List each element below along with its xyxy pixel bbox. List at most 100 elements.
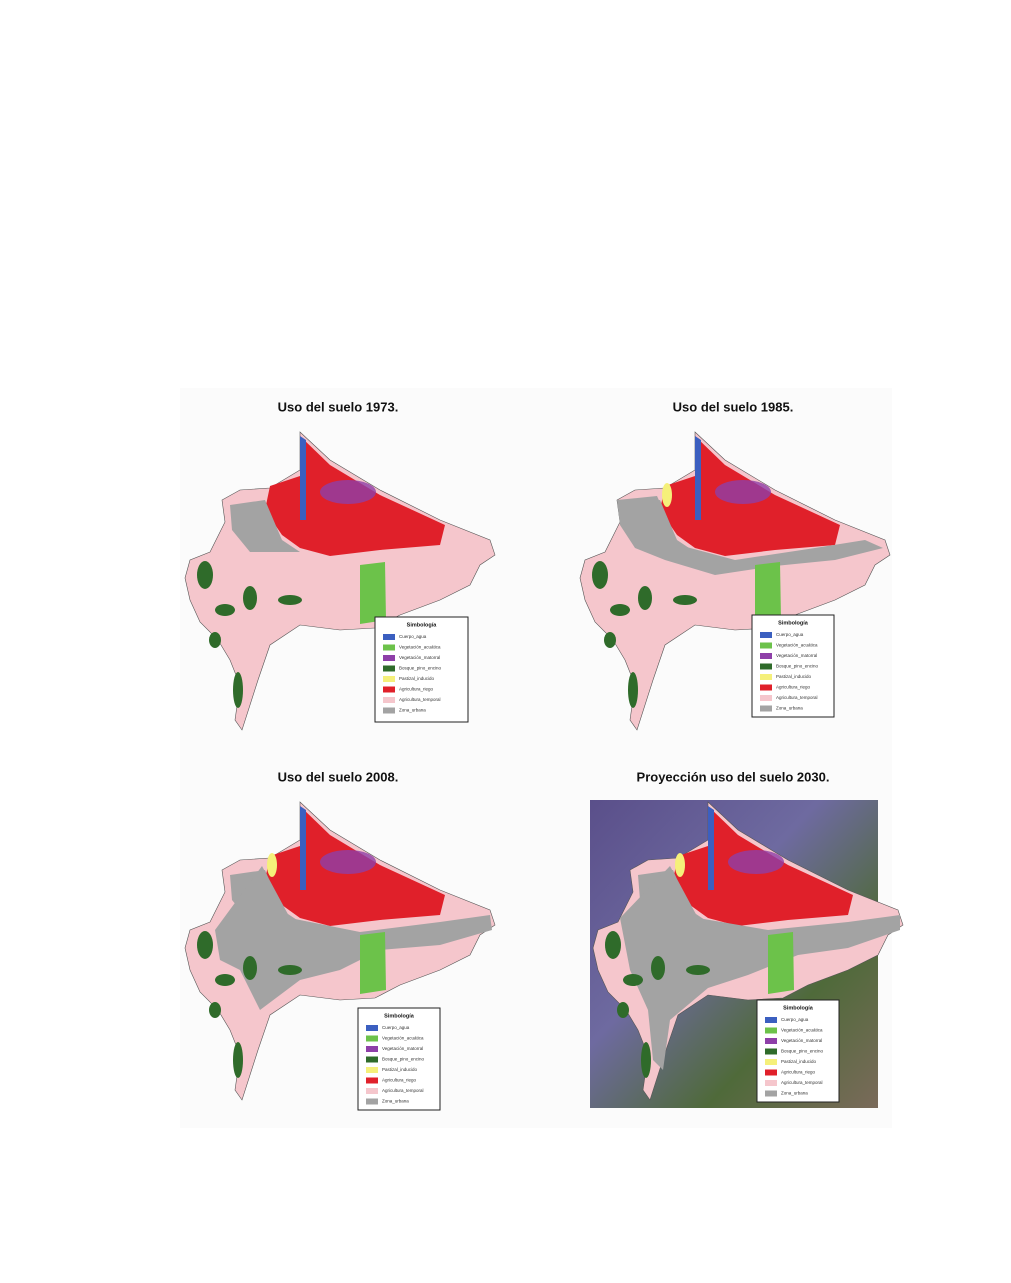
water-body <box>695 436 701 520</box>
legend-swatch <box>366 1046 378 1052</box>
pine-oak-forest <box>209 1002 221 1018</box>
legend-label: Cuerpo_agua <box>382 1025 410 1030</box>
aquatic-vegetation <box>360 932 386 994</box>
pine-oak-forest <box>215 604 235 616</box>
legend-label: Vegetación_matorral <box>382 1046 423 1051</box>
scrubland <box>320 850 376 874</box>
pine-oak-forest <box>651 956 665 980</box>
legend-swatch <box>383 676 395 682</box>
legend-label: Agricultura_riego <box>776 685 811 690</box>
aquatic-vegetation <box>755 562 781 624</box>
pine-oak-forest <box>605 931 621 959</box>
land-use-map <box>184 801 496 1101</box>
panel-title: Proyección uso del suelo 2030. <box>637 769 830 784</box>
legend-label: Agricultura_temporal <box>776 695 818 700</box>
legend-label: Bosque_pino_encino <box>382 1057 425 1062</box>
aquatic-vegetation <box>768 932 794 994</box>
pine-oak-forest <box>233 672 243 708</box>
legend-label: Bosque_pino_encino <box>776 664 819 669</box>
pine-oak-forest <box>215 974 235 986</box>
legend-swatch <box>765 1090 777 1097</box>
pine-oak-forest <box>243 956 257 980</box>
water-body <box>300 806 306 890</box>
legend-swatch <box>366 1098 378 1105</box>
legend-label: Pastizal_inducido <box>776 674 812 679</box>
legend-swatch <box>765 1069 777 1076</box>
aquatic-vegetation <box>360 562 386 624</box>
land-use-map <box>592 801 904 1101</box>
legend-label: Vegetación_acuática <box>781 1028 823 1033</box>
legend-label: Agricultura_temporal <box>382 1088 424 1093</box>
legend-label: Agricultura_riego <box>781 1070 816 1075</box>
legend-swatch <box>366 1025 378 1031</box>
legend-label: Zona_urbana <box>399 708 426 713</box>
land-use-map <box>184 431 496 731</box>
legend-swatch <box>366 1035 378 1042</box>
pine-oak-forest <box>686 965 710 975</box>
legend-label: Agricultura_temporal <box>781 1080 823 1085</box>
panel-title: Uso del suelo 1985. <box>673 399 794 414</box>
legend-swatch <box>765 1080 777 1086</box>
pine-oak-forest <box>278 595 302 605</box>
pine-oak-forest <box>617 1002 629 1018</box>
legend-title: Simbología <box>384 1013 415 1019</box>
water-body <box>708 806 714 890</box>
panel-title: Uso del suelo 1973. <box>278 399 399 414</box>
legend-swatch <box>765 1027 777 1034</box>
legend-label: Vegetación_acuática <box>776 643 818 648</box>
scrubland <box>728 850 784 874</box>
pine-oak-forest <box>628 672 638 708</box>
pine-oak-forest <box>197 561 213 589</box>
grassland <box>267 853 277 877</box>
pine-oak-forest <box>641 1042 651 1078</box>
pine-oak-forest <box>243 586 257 610</box>
scrubland <box>715 480 771 504</box>
legend-label: Pastizal_inducido <box>399 676 435 681</box>
scrubland <box>320 480 376 504</box>
legend-label: Vegetación_acuática <box>399 645 441 650</box>
legend-swatch <box>366 1067 378 1073</box>
legend-title: Simbología <box>407 622 438 628</box>
legend-title: Simbología <box>783 1005 814 1011</box>
pine-oak-forest <box>610 604 630 616</box>
legend-label: Agricultura_riego <box>382 1078 417 1083</box>
legend-swatch <box>383 686 395 693</box>
legend-swatch <box>760 663 772 670</box>
legend-label: Cuerpo_agua <box>781 1017 809 1022</box>
legend-label: Zona_urbana <box>776 706 803 711</box>
legend-swatch <box>765 1038 777 1044</box>
legend-swatch <box>760 674 772 680</box>
legend-swatch <box>760 653 772 659</box>
legend-swatch <box>383 697 395 703</box>
pine-oak-forest <box>673 595 697 605</box>
legend-swatch <box>765 1017 777 1023</box>
panel-title: Uso del suelo 2008. <box>278 769 399 784</box>
legend-title: Simbología <box>778 620 809 626</box>
pine-oak-forest <box>278 965 302 975</box>
legend-swatch <box>760 695 772 701</box>
legend-swatch <box>760 705 772 712</box>
legend-label: Vegetación_matorral <box>399 655 440 660</box>
pine-oak-forest <box>233 1042 243 1078</box>
legend-label: Agricultura_riego <box>399 687 434 692</box>
legend-swatch <box>383 644 395 651</box>
legend-label: Cuerpo_agua <box>776 632 804 637</box>
pine-oak-forest <box>623 974 643 986</box>
legend-swatch <box>760 684 772 691</box>
pine-oak-forest <box>592 561 608 589</box>
legend-label: Vegetación_matorral <box>776 653 817 658</box>
urban-area <box>230 500 300 552</box>
legend-label: Agricultura_temporal <box>399 697 441 702</box>
legend-label: Zona_urbana <box>781 1091 808 1096</box>
pine-oak-forest <box>209 632 221 648</box>
legend-swatch <box>366 1056 378 1063</box>
legend-label: Pastizal_inducido <box>781 1059 817 1064</box>
legend-swatch <box>765 1048 777 1055</box>
pine-oak-forest <box>197 931 213 959</box>
legend-swatch <box>383 634 395 640</box>
legend-swatch <box>760 632 772 638</box>
legend-swatch <box>383 707 395 714</box>
pine-oak-forest <box>638 586 652 610</box>
